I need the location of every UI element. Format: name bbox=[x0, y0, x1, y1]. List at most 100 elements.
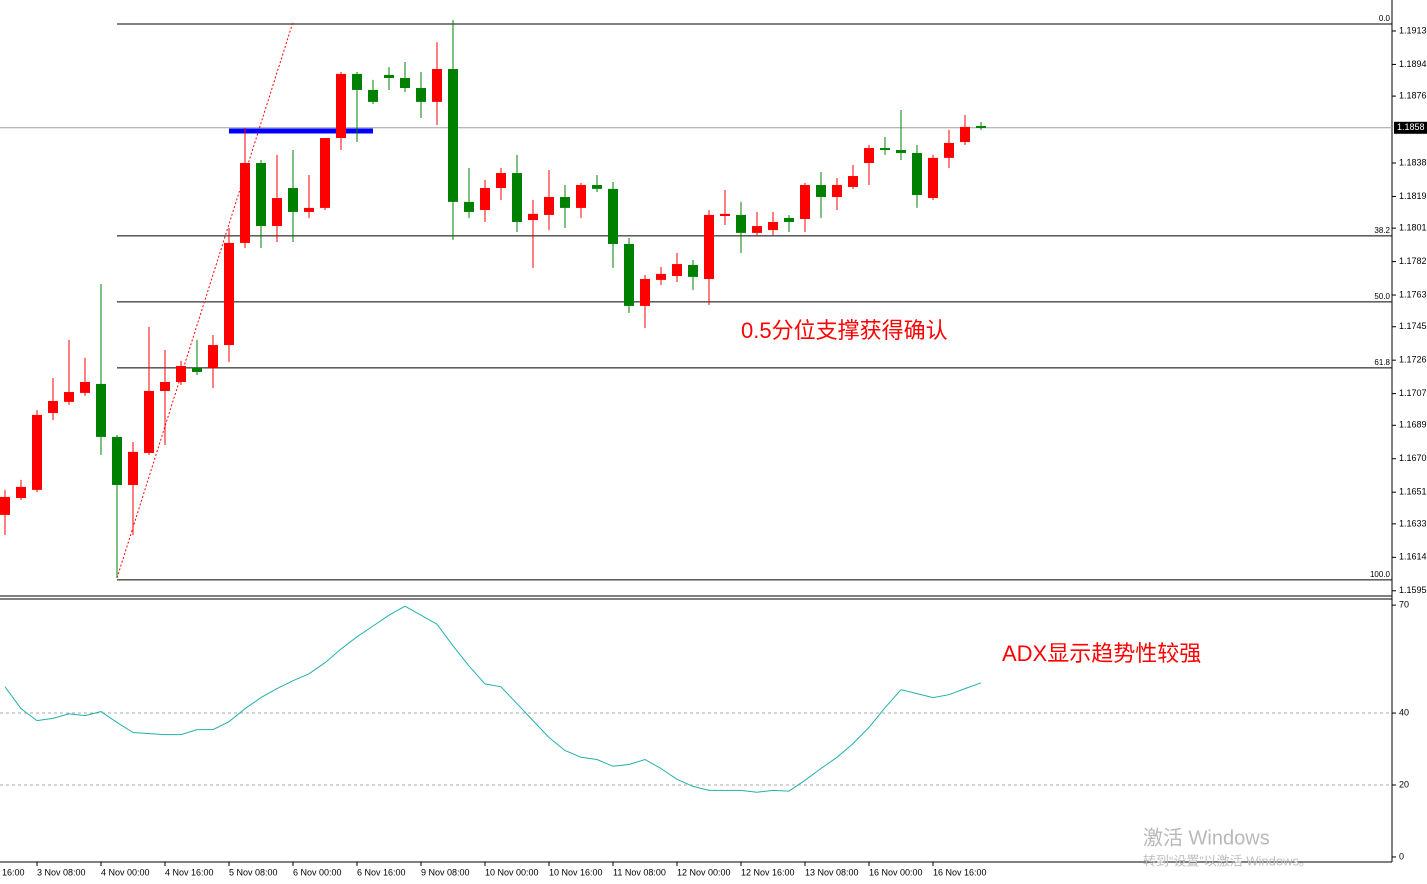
y-tick-label: 1.1819 bbox=[1399, 191, 1427, 201]
y-tick-label: 1.1633 bbox=[1399, 518, 1427, 528]
candle-body bbox=[336, 73, 346, 139]
candle-body bbox=[368, 89, 378, 102]
candle-body bbox=[880, 148, 890, 150]
candle-body bbox=[464, 201, 474, 212]
candle-body bbox=[976, 126, 986, 128]
candle-body bbox=[560, 196, 570, 208]
candle-body bbox=[352, 73, 362, 90]
x-tick-label: 5 Nov 08:00 bbox=[229, 867, 278, 877]
annotation: 0.5分位支撑获得确认 bbox=[741, 318, 948, 343]
last-price-box bbox=[1394, 121, 1427, 134]
candle-body bbox=[688, 264, 698, 277]
candle-body bbox=[864, 148, 874, 164]
candle-body bbox=[496, 173, 506, 189]
x-tick-label: 10 Nov 00:00 bbox=[485, 867, 539, 877]
y-tick-label: 1.1782 bbox=[1399, 256, 1427, 266]
candle-body bbox=[800, 185, 810, 219]
candle-body bbox=[96, 383, 106, 437]
candle-body bbox=[144, 390, 154, 453]
candle-body bbox=[640, 279, 650, 306]
trendline bbox=[116, 21, 294, 579]
annotation: ADX显示趋势性较强 bbox=[1002, 641, 1201, 666]
candle-body bbox=[432, 69, 442, 102]
last-price-label: 1.1858 bbox=[1397, 122, 1425, 132]
candle-body bbox=[752, 226, 762, 233]
candle-body bbox=[720, 213, 730, 216]
x-tick-label: 16 Nov 00:00 bbox=[869, 867, 923, 877]
candle-body bbox=[416, 88, 426, 102]
candle-body bbox=[160, 381, 170, 391]
x-tick-label: 12 Nov 00:00 bbox=[677, 867, 731, 877]
watermark-subtitle: 转到“设置”以激活 Windows。 bbox=[1143, 853, 1312, 868]
candle-body bbox=[80, 381, 90, 393]
candle-body bbox=[64, 392, 74, 402]
candle-body bbox=[32, 414, 42, 490]
candle-body bbox=[272, 198, 282, 227]
candle-body bbox=[624, 243, 634, 306]
candle-body bbox=[288, 188, 298, 212]
x-tick-label: 9 Nov 08:00 bbox=[421, 867, 470, 877]
candle-body bbox=[480, 188, 490, 211]
candle-body bbox=[960, 126, 970, 143]
candle-body bbox=[512, 173, 522, 222]
candle-body bbox=[848, 176, 858, 187]
y-tick-label: 1.1689 bbox=[1399, 420, 1427, 430]
candle-body bbox=[528, 213, 538, 221]
fib-label: 61.8 bbox=[1374, 358, 1390, 367]
candle-body bbox=[912, 152, 922, 196]
y-tick-label: 1.1726 bbox=[1399, 355, 1427, 365]
fib-label: 100.0 bbox=[1370, 570, 1391, 579]
candle-body bbox=[320, 138, 330, 208]
x-tick-label: 10 Nov 16:00 bbox=[549, 867, 603, 877]
candle-body bbox=[304, 207, 314, 212]
y-tick-label: 20 bbox=[1399, 779, 1409, 789]
candle-body bbox=[0, 496, 10, 515]
y-tick-label: 1.1670 bbox=[1399, 453, 1427, 463]
y-tick-label: 1.1838 bbox=[1399, 157, 1427, 167]
x-tick-label: 16 Nov 16:00 bbox=[933, 867, 987, 877]
y-tick-label: 1.1801 bbox=[1399, 223, 1427, 233]
candle-body bbox=[544, 196, 554, 215]
fib-label: 0.0 bbox=[1379, 14, 1391, 23]
watermark-title: 激活 Windows bbox=[1143, 826, 1270, 849]
candle-body bbox=[656, 273, 666, 280]
candle-body bbox=[192, 367, 202, 372]
candle-body bbox=[256, 163, 266, 227]
candle-body bbox=[112, 436, 122, 485]
candle-body bbox=[400, 77, 410, 89]
y-tick-label: 40 bbox=[1399, 707, 1409, 717]
x-tick-label: 6 Nov 00:00 bbox=[293, 867, 342, 877]
y-tick-label: 1.1913 bbox=[1399, 25, 1427, 35]
adx-line bbox=[4, 605, 982, 793]
x-tick-label: 4 Nov 00:00 bbox=[101, 867, 150, 877]
candle-body bbox=[208, 345, 218, 368]
candle-body bbox=[592, 185, 602, 189]
fib-label: 38.2 bbox=[1374, 226, 1390, 235]
candle-body bbox=[224, 242, 234, 346]
candle-body bbox=[672, 264, 682, 277]
candle-body bbox=[768, 221, 778, 231]
x-tick-label: 3 Nov 08:00 bbox=[37, 867, 86, 877]
y-tick-label: 1.1894 bbox=[1399, 59, 1427, 69]
candle-body bbox=[832, 185, 842, 197]
candle-body bbox=[944, 142, 954, 158]
fib-label: 50.0 bbox=[1374, 292, 1390, 301]
y-tick-label: 1.1595 bbox=[1399, 585, 1427, 595]
candle-body bbox=[128, 451, 138, 485]
y-tick-label: 1.1763 bbox=[1399, 289, 1427, 299]
marks: 1.1913 1.1894 1.1876 1.1838 1.1819 1.1801 1.17… bbox=[0, 14, 1427, 877]
candle-body bbox=[928, 157, 938, 199]
candle-body bbox=[576, 185, 586, 208]
candle-body bbox=[736, 214, 746, 233]
y-tick-label: 1.1745 bbox=[1399, 321, 1427, 331]
x-tick-label: 12 Nov 16:00 bbox=[741, 867, 795, 877]
candle-body bbox=[384, 74, 394, 78]
candle-body bbox=[240, 163, 250, 243]
y-tick-label: 1.1651 bbox=[1399, 487, 1427, 497]
candle-body bbox=[608, 188, 618, 244]
y-tick-label: 1.1876 bbox=[1399, 90, 1427, 100]
candle-body bbox=[48, 401, 58, 413]
y-tick-label: 70 bbox=[1399, 599, 1409, 609]
